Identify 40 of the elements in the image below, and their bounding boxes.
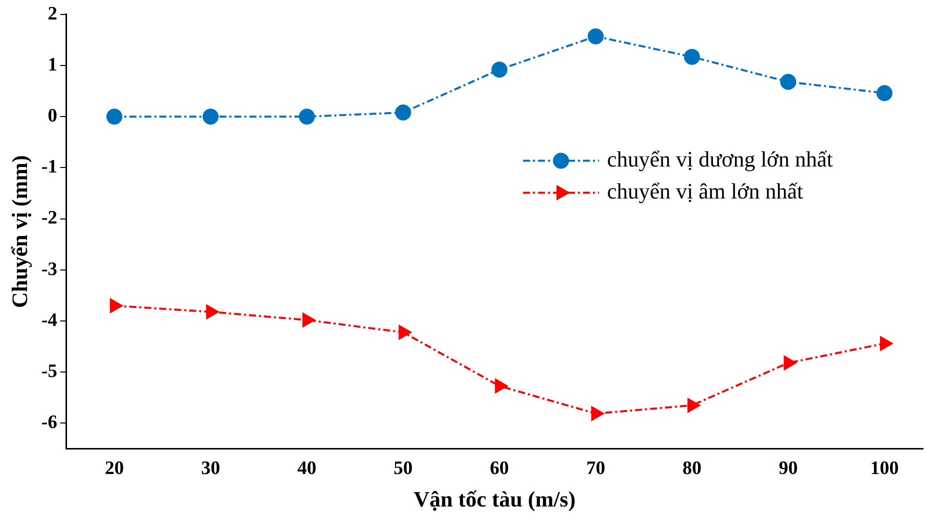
x-tick-label: 70 — [586, 458, 606, 480]
y-tick-label: -1 — [41, 156, 58, 178]
point — [302, 312, 315, 328]
point — [784, 356, 796, 370]
y-axis-title: Chuyển vị (mm) — [6, 155, 32, 308]
y-tick-label: 0 — [48, 106, 58, 127]
point — [591, 406, 604, 421]
y-tick-label: -6 — [41, 412, 58, 434]
point — [106, 108, 122, 125]
y-tick-label: -5 — [41, 361, 58, 382]
point — [110, 298, 122, 313]
x-tick-label: 40 — [297, 458, 316, 480]
point — [206, 304, 219, 319]
point — [398, 325, 412, 340]
point — [876, 85, 892, 102]
point — [687, 398, 700, 412]
y-tick-label: 1 — [48, 54, 58, 76]
point — [588, 28, 604, 44]
point — [780, 74, 796, 90]
point — [202, 108, 219, 125]
point — [491, 62, 508, 78]
x-tick-label: 30 — [201, 458, 220, 480]
y-tick-label: -4 — [41, 310, 58, 331]
x-tick-label: 60 — [490, 458, 509, 480]
point — [684, 48, 700, 65]
point — [880, 336, 892, 351]
legend-label: chuyển vị dương lớn nhất — [607, 146, 833, 172]
y-tick-label: 2 — [48, 3, 58, 24]
x-tick-label: 80 — [682, 458, 702, 480]
x-tick-label: 50 — [394, 458, 413, 480]
x-tick-label: 90 — [778, 458, 798, 480]
point — [395, 104, 412, 121]
x-tick-label: 20 — [104, 458, 124, 480]
point — [494, 378, 508, 393]
x-tick-label: 100 — [870, 458, 899, 480]
y-tick-label: -2 — [41, 208, 58, 229]
x-axis-title: Vận tốc tàu (m/s) — [414, 486, 576, 512]
legend-label: chuyển vị âm lớn nhất — [607, 178, 804, 204]
y-tick-label: -3 — [41, 258, 58, 280]
point — [298, 108, 315, 125]
